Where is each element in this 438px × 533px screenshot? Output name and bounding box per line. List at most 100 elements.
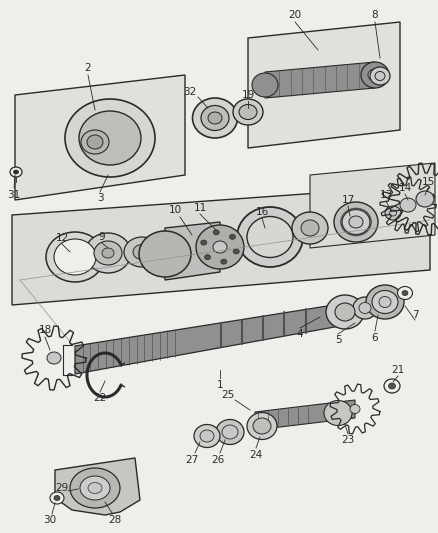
Ellipse shape bbox=[353, 297, 377, 319]
Ellipse shape bbox=[372, 290, 398, 313]
Ellipse shape bbox=[370, 67, 390, 85]
Text: 1: 1 bbox=[217, 380, 223, 390]
Ellipse shape bbox=[389, 210, 396, 216]
Ellipse shape bbox=[79, 111, 141, 165]
Ellipse shape bbox=[201, 240, 207, 245]
Ellipse shape bbox=[400, 198, 416, 212]
Ellipse shape bbox=[200, 430, 214, 442]
Text: 28: 28 bbox=[108, 515, 122, 525]
Text: 9: 9 bbox=[99, 232, 105, 242]
Ellipse shape bbox=[124, 237, 160, 267]
Ellipse shape bbox=[222, 425, 238, 439]
Ellipse shape bbox=[221, 259, 227, 264]
Text: 3: 3 bbox=[97, 193, 103, 203]
Text: 11: 11 bbox=[193, 203, 207, 213]
Ellipse shape bbox=[213, 230, 219, 235]
Ellipse shape bbox=[335, 303, 355, 321]
Text: 18: 18 bbox=[39, 325, 52, 335]
Polygon shape bbox=[75, 304, 340, 374]
Ellipse shape bbox=[326, 295, 364, 329]
Ellipse shape bbox=[196, 225, 244, 269]
Ellipse shape bbox=[192, 98, 237, 138]
Ellipse shape bbox=[94, 241, 122, 265]
Ellipse shape bbox=[237, 207, 303, 267]
Ellipse shape bbox=[54, 496, 60, 500]
Ellipse shape bbox=[230, 235, 236, 239]
Ellipse shape bbox=[139, 231, 191, 277]
Text: 20: 20 bbox=[289, 10, 301, 20]
Ellipse shape bbox=[368, 69, 382, 81]
Text: 15: 15 bbox=[421, 177, 434, 187]
Ellipse shape bbox=[133, 245, 151, 260]
Polygon shape bbox=[12, 185, 430, 305]
Ellipse shape bbox=[247, 413, 277, 440]
Ellipse shape bbox=[350, 405, 360, 414]
Text: 16: 16 bbox=[255, 207, 268, 217]
Ellipse shape bbox=[14, 170, 18, 174]
Ellipse shape bbox=[216, 419, 244, 445]
Text: 27: 27 bbox=[185, 455, 198, 465]
Polygon shape bbox=[248, 22, 400, 148]
Ellipse shape bbox=[375, 71, 385, 80]
Text: 14: 14 bbox=[399, 183, 412, 193]
Ellipse shape bbox=[342, 209, 370, 235]
Text: 25: 25 bbox=[221, 390, 235, 400]
Ellipse shape bbox=[213, 241, 227, 253]
Text: 22: 22 bbox=[93, 393, 106, 403]
Text: 30: 30 bbox=[43, 515, 57, 525]
Text: 29: 29 bbox=[55, 483, 69, 493]
Text: 31: 31 bbox=[7, 190, 21, 200]
Ellipse shape bbox=[201, 106, 229, 131]
Polygon shape bbox=[15, 75, 185, 200]
Ellipse shape bbox=[349, 216, 363, 228]
Polygon shape bbox=[340, 306, 370, 321]
Ellipse shape bbox=[253, 418, 271, 434]
Ellipse shape bbox=[85, 233, 131, 273]
Text: 6: 6 bbox=[372, 333, 378, 343]
Ellipse shape bbox=[334, 202, 378, 242]
Text: 7: 7 bbox=[412, 310, 418, 320]
Polygon shape bbox=[55, 458, 140, 515]
Text: 17: 17 bbox=[341, 195, 355, 205]
Ellipse shape bbox=[65, 99, 155, 177]
Text: 19: 19 bbox=[241, 90, 254, 100]
Polygon shape bbox=[265, 62, 375, 98]
Ellipse shape bbox=[361, 62, 389, 88]
Ellipse shape bbox=[54, 239, 96, 275]
Ellipse shape bbox=[47, 352, 61, 364]
Text: 21: 21 bbox=[392, 365, 405, 375]
Ellipse shape bbox=[102, 248, 114, 258]
Ellipse shape bbox=[70, 468, 120, 508]
Ellipse shape bbox=[10, 167, 22, 177]
Ellipse shape bbox=[88, 482, 102, 494]
Ellipse shape bbox=[50, 492, 64, 504]
Text: 4: 4 bbox=[297, 329, 303, 339]
Text: 23: 23 bbox=[341, 435, 355, 445]
Text: 24: 24 bbox=[249, 450, 263, 460]
Ellipse shape bbox=[208, 112, 222, 124]
Ellipse shape bbox=[233, 249, 239, 254]
Text: 2: 2 bbox=[85, 63, 91, 73]
Ellipse shape bbox=[389, 383, 396, 389]
Ellipse shape bbox=[402, 290, 408, 295]
Ellipse shape bbox=[239, 104, 257, 119]
Ellipse shape bbox=[359, 303, 371, 313]
Text: 13: 13 bbox=[379, 190, 392, 200]
Text: 12: 12 bbox=[55, 233, 69, 243]
Ellipse shape bbox=[301, 220, 319, 236]
Ellipse shape bbox=[366, 285, 404, 319]
Text: 10: 10 bbox=[169, 205, 182, 215]
Ellipse shape bbox=[379, 296, 391, 308]
Ellipse shape bbox=[194, 424, 220, 448]
Text: 8: 8 bbox=[372, 10, 378, 20]
Ellipse shape bbox=[324, 400, 352, 425]
Ellipse shape bbox=[205, 255, 211, 260]
Text: 32: 32 bbox=[184, 87, 197, 97]
Ellipse shape bbox=[416, 191, 434, 207]
Ellipse shape bbox=[252, 73, 278, 97]
Ellipse shape bbox=[292, 212, 328, 244]
Ellipse shape bbox=[80, 476, 110, 500]
Ellipse shape bbox=[46, 232, 104, 282]
Ellipse shape bbox=[385, 206, 401, 220]
Ellipse shape bbox=[398, 287, 413, 300]
